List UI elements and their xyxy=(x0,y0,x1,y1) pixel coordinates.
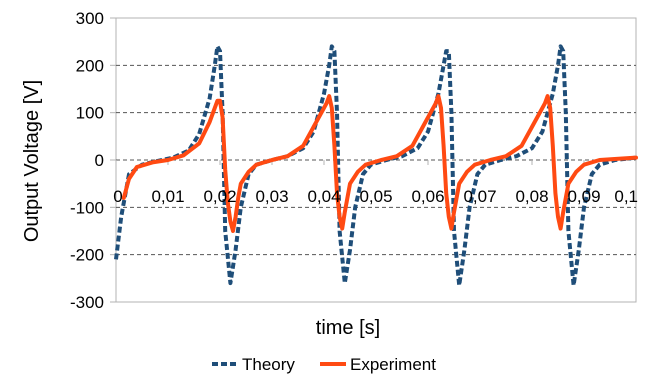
legend: Theory Experiment xyxy=(212,355,436,374)
series-line-theory xyxy=(114,44,637,288)
x-tick-label: 0,07 xyxy=(463,187,496,206)
y-tick-label: -200 xyxy=(70,246,104,265)
legend-label-experiment: Experiment xyxy=(350,355,436,374)
x-tick-label: 0,1 xyxy=(614,187,638,206)
series-line-experiment xyxy=(121,94,638,233)
y-tick-label: 200 xyxy=(76,56,104,75)
x-tick-labels: 0 0,01 0,02 0,03 0,04 0,05 0,06 0,07 0,08 0,09 0,1 xyxy=(113,187,638,206)
x-tick-label: 0 xyxy=(113,187,122,206)
y-axis-title: Output Voltage [V] xyxy=(21,80,43,242)
legend-label-theory: Theory xyxy=(242,355,295,374)
y-tick-label: 100 xyxy=(76,104,104,123)
x-tick-label: 0,08 xyxy=(515,187,548,206)
series-layer xyxy=(114,44,638,288)
x-tick-label: 0,02 xyxy=(203,187,236,206)
x-axis-title: time [s] xyxy=(316,317,380,339)
grid-lines xyxy=(110,17,637,303)
x-tick-label: 0,01 xyxy=(151,187,184,206)
x-tick-label: 0,03 xyxy=(255,187,288,206)
x-tick-label: 0,04 xyxy=(307,187,340,206)
x-tick-label: 0,05 xyxy=(359,187,392,206)
x-tick-label: 0,06 xyxy=(411,187,444,206)
y-tick-label: -300 xyxy=(70,293,104,312)
x-tick-label: 0,09 xyxy=(567,187,600,206)
y-tick-label: -100 xyxy=(70,198,104,217)
y-tick-label: 300 xyxy=(76,9,104,28)
y-tick-labels: 300 200 100 0 -100 -200 -300 xyxy=(70,9,104,312)
y-tick-label: 0 xyxy=(95,151,104,170)
